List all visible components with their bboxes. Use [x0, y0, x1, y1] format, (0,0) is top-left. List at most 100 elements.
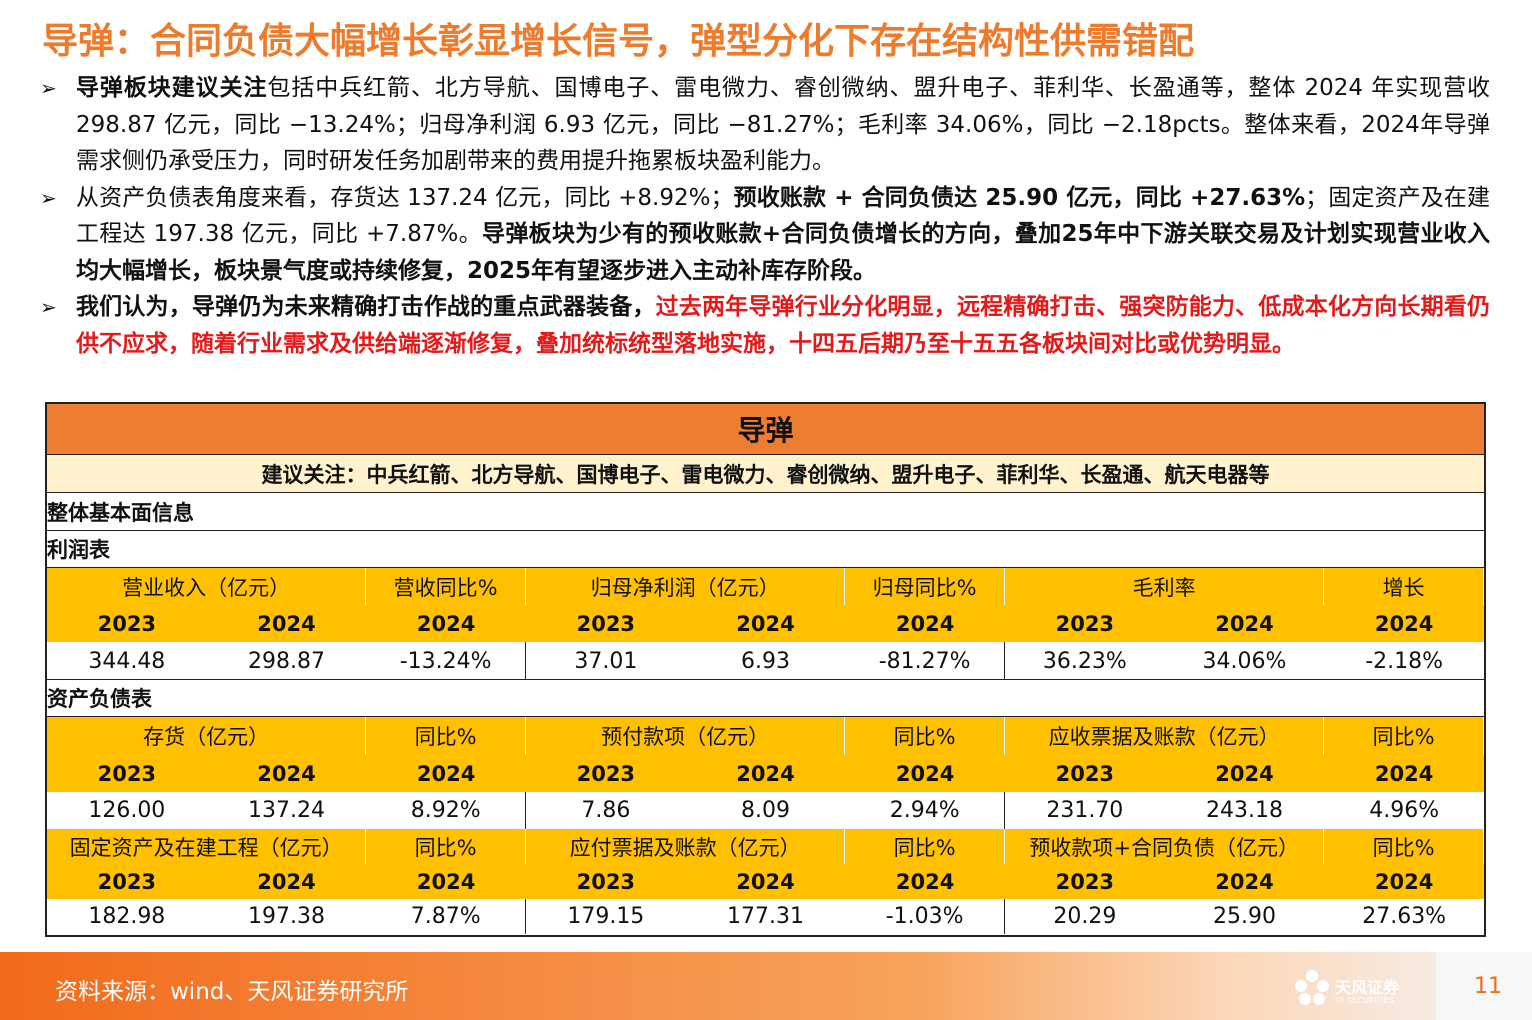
group-header: 应付票据及账款（亿元）: [526, 829, 846, 864]
group-header: 增长: [1324, 568, 1484, 605]
value: 243.18: [1205, 798, 1283, 823]
value: 126.00: [88, 798, 166, 823]
year: 2024: [1324, 755, 1484, 792]
section-name: 利润表: [47, 531, 1484, 568]
year: 2023: [47, 605, 207, 642]
year: 2024: [1164, 605, 1325, 642]
year: 2023: [1005, 864, 1165, 899]
bullet-text: 导弹板块为少有的预收账款+合同负债增长的方向，叠加25年中下游关联交易及计划实现…: [76, 221, 1491, 284]
group-header: 归母净利润（亿元）: [526, 568, 846, 605]
value: 298.87: [247, 648, 325, 674]
bullet-text: 过去两年导弹行业分化明显，远程精确打击、强突防能力、低成本化方向长期看仍供不应求…: [76, 294, 1491, 357]
bullet: ➢ 导弹板块建议关注包括中兵红箭、北方导航、国博电子、雷电微力、睿创微纳、盟升电子…: [40, 70, 1490, 180]
year: 2024: [845, 864, 1005, 899]
bullet: ➢ 我们认为，导弹仍为未来精确打击作战的重点武器装备，过去两年导弹行业分化明显，远…: [40, 289, 1490, 362]
value: 137.24: [247, 798, 325, 823]
row-rule: [47, 679, 1484, 680]
year: 2024: [366, 864, 526, 899]
group-header: 存货（亿元）: [47, 717, 367, 755]
group-header: 同比%: [1324, 829, 1484, 864]
value: 8.09: [740, 798, 790, 823]
year: 2023: [47, 755, 207, 792]
value: 37.01: [574, 648, 638, 674]
value: 7.87%: [366, 899, 526, 934]
year: 2024: [206, 605, 367, 642]
table: 导弹 建议关注：中兵红箭、北方导航、国博电子、雷电微力、睿创微纳、盟升电子、菲利华…: [45, 402, 1486, 937]
year: 2024: [1164, 864, 1325, 899]
year: 2024: [685, 755, 846, 792]
value: 8.92%: [366, 792, 526, 829]
bullet: ➢ 从资产负债表角度来看，存货达 137.24 亿元，同比 +8.92%；预收账款…: [40, 180, 1490, 290]
value: 231.70: [1046, 798, 1124, 823]
logo-en: TF SECURITIES: [1335, 996, 1394, 1005]
group-header: 预收款项+合同负债（亿元）: [1005, 829, 1325, 864]
bullet-text: 从资产负债表角度来看，存货达 137.24 亿元，同比 +8.92%；: [76, 184, 734, 211]
value: 344.48: [88, 648, 166, 674]
bullet-text: ；固定资产及在建工程达 197.38 亿元，同比 +7.87%。: [76, 184, 1490, 248]
year: 2024: [206, 864, 367, 899]
year: 2024: [685, 864, 846, 899]
group-header: 同比%: [845, 829, 1005, 864]
source: 资料来源：wind、天风证券研究所: [55, 979, 409, 1005]
value: 4.96%: [1369, 798, 1440, 823]
value: -13.24%: [366, 642, 526, 680]
bullet-text: 预收账款 + 合同负债达 25.90 亿元，同比 +27.63%: [733, 184, 1306, 211]
group-header: 固定资产及在建工程（亿元）: [47, 829, 367, 864]
footer: 资料来源：wind、天风证券研究所 天风证券 TF SECURITIES 11: [0, 952, 1532, 1020]
page-number: 11: [1474, 974, 1502, 999]
group-header: 同比%: [366, 717, 526, 755]
group-header: 同比%: [845, 717, 1005, 755]
year: 2024: [1324, 605, 1484, 642]
value: 6.93: [740, 648, 790, 674]
title: 导弹：合同负债大幅增长彰显增长信号，弹型分化下存在结构性供需错配: [42, 21, 1195, 62]
logo-icon: [1295, 970, 1329, 1005]
overview: 整体基本面信息: [47, 493, 1484, 531]
year: 2024: [366, 755, 526, 792]
year: 2024: [1164, 755, 1325, 792]
year: 2023: [47, 864, 207, 899]
group-header: 同比%: [1324, 717, 1484, 755]
year: 2024: [685, 605, 846, 642]
group-header: 预付款项（亿元）: [526, 717, 846, 755]
group-header: 营业收入（亿元）: [47, 568, 367, 605]
year: 2023: [526, 755, 686, 792]
bullet-marker: ➢: [40, 185, 57, 210]
group-header: 毛利率: [1005, 568, 1325, 605]
year: 2023: [526, 864, 686, 899]
value: 27.63%: [1362, 904, 1447, 929]
year: 2023: [1005, 755, 1165, 792]
year: 2024: [1324, 864, 1484, 899]
bullet-text: 导弹板块建议关注: [76, 75, 268, 101]
value: -81.27%: [845, 642, 1005, 680]
group-header: 归母同比%: [845, 568, 1005, 605]
group-header: 同比%: [366, 829, 526, 864]
value: 25.90: [1212, 904, 1276, 929]
bullet-marker: ➢: [40, 295, 57, 319]
value: 2.94%: [845, 792, 1005, 829]
bullet-marker: ➢: [40, 76, 57, 100]
logo: 天风证券: [1335, 978, 1400, 997]
value: 177.31: [726, 904, 804, 929]
value: 36.23%: [1042, 648, 1127, 674]
value: 179.15: [567, 904, 645, 929]
value: -2.18%: [1365, 648, 1444, 674]
bullet-text: 我们认为，导弹仍为未来精确打击作战的重点武器装备，: [76, 294, 656, 320]
year: 2024: [366, 605, 526, 642]
group-header: 营收同比%: [366, 568, 526, 605]
section-name: 资产负债表: [47, 680, 1484, 717]
bullets: ➢ 导弹板块建议关注包括中兵红箭、北方导航、国博电子、雷电微力、睿创微纳、盟升电子…: [40, 70, 1490, 362]
year: 2023: [526, 605, 686, 642]
value: -1.03%: [845, 899, 1005, 934]
value: 20.29: [1053, 904, 1117, 929]
year: 2024: [845, 605, 1005, 642]
value: 182.98: [88, 904, 166, 929]
value: 7.86: [581, 798, 631, 823]
year: 2024: [206, 755, 367, 792]
year: 2024: [845, 755, 1005, 792]
value: 34.06%: [1202, 648, 1287, 674]
group-header: 应收票据及账款（亿元）: [1005, 717, 1325, 755]
bullet-text: 包括中兵红箭、北方导航、国博电子、雷电微力、睿创微纳、盟升电子、菲利华、长盈通等…: [76, 75, 1491, 174]
value: 197.38: [247, 904, 325, 929]
year: 2023: [1005, 605, 1165, 642]
